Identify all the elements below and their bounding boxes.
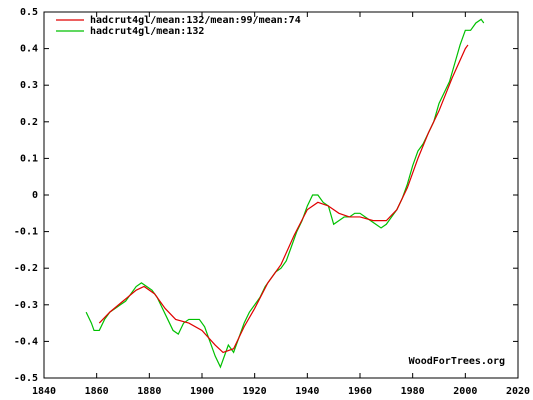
y-tick-label: 0: [32, 190, 38, 201]
x-tick-label: 1860: [85, 386, 109, 397]
y-tick-label: 0.2: [20, 117, 38, 128]
series-line: [85, 18, 485, 369]
annotation: WoodForTrees.org: [409, 356, 505, 367]
x-tick-label: 2020: [506, 386, 530, 397]
y-tick-label: -0.4: [14, 336, 38, 347]
x-tick-label: 1920: [243, 386, 267, 397]
y-tick-label: -0.5: [14, 373, 38, 384]
y-tick-label: -0.3: [14, 300, 38, 311]
y-tick-label: 0.3: [20, 80, 38, 91]
y-tick-label: 0.1: [20, 153, 38, 164]
x-tick-label: 1900: [190, 386, 214, 397]
x-tick-label: 1940: [295, 386, 319, 397]
y-tick-label: 0.5: [20, 7, 38, 18]
y-tick-label: 0.4: [20, 44, 38, 55]
x-tick-label: 2000: [453, 386, 477, 397]
x-tick-label: 1960: [348, 386, 372, 397]
y-tick-label: -0.1: [14, 227, 38, 238]
y-tick-label: -0.2: [14, 263, 38, 274]
series-line: [98, 44, 469, 354]
legend-label: hadcrut4gl/mean:132: [90, 26, 204, 37]
x-tick-label: 1840: [32, 386, 56, 397]
x-tick-label: 1880: [137, 386, 161, 397]
legend-label: hadcrut4gl/mean:132/mean:99/mean:74: [90, 15, 301, 26]
x-tick-label: 1980: [401, 386, 425, 397]
